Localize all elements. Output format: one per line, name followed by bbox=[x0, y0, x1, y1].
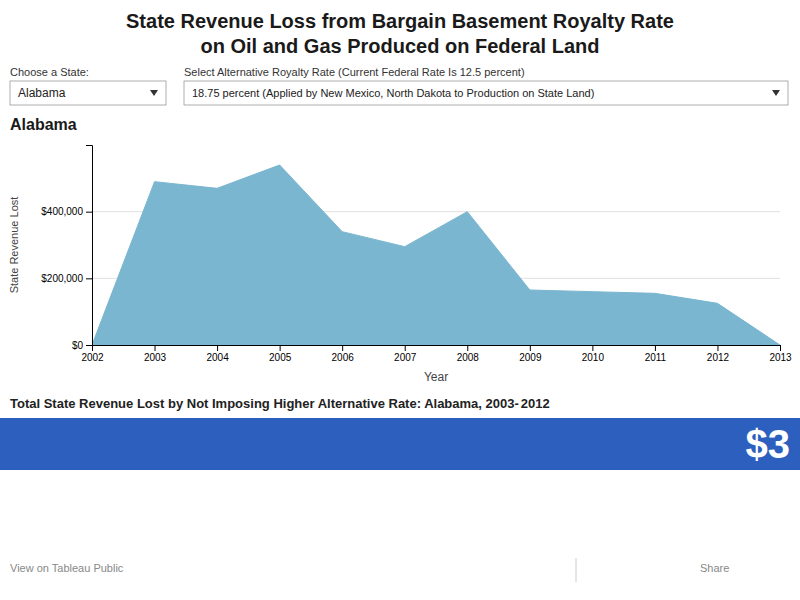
x-tick-mark bbox=[342, 345, 343, 351]
x-tick: 2012 bbox=[707, 345, 730, 363]
x-tick-mark bbox=[280, 345, 281, 351]
x-tick: 2010 bbox=[582, 345, 605, 363]
y-tick: $0 bbox=[72, 340, 92, 351]
x-tick-mark bbox=[405, 345, 406, 351]
area bbox=[92, 165, 780, 345]
dropdown-value: Alabama bbox=[18, 86, 66, 100]
y-tick: $400,000 bbox=[41, 206, 92, 217]
y-tick-label: $0 bbox=[72, 340, 84, 351]
x-axis-line bbox=[93, 346, 781, 352]
state-label: Alabama bbox=[10, 116, 77, 133]
x-tick: 2006 bbox=[332, 345, 355, 363]
y-tick-label: $200,000 bbox=[41, 273, 83, 284]
x-tick-label: 2005 bbox=[269, 352, 292, 363]
x-tick-label: 2013 bbox=[769, 352, 792, 363]
dropdown: 18.75 percent (Applied by New Mexico, No… bbox=[184, 81, 788, 105]
summary-text: 2012 bbox=[521, 396, 550, 411]
y-axis-title: State Revenue Lost bbox=[8, 197, 20, 294]
x-tick-mark bbox=[717, 345, 718, 351]
dropdown-arrow bbox=[772, 90, 780, 96]
x-tick-label: 2004 bbox=[206, 352, 229, 363]
plot-area bbox=[92, 165, 780, 345]
x-axis: 2002 2003 2004 2005 2006 2007 2008 2009 2010 2011… bbox=[81, 345, 792, 363]
dropdown-label: Select Alternative Royalty Rate (Current… bbox=[184, 66, 525, 78]
dropdown-label: Choose a State: bbox=[10, 66, 89, 78]
footer-share: Share bbox=[700, 562, 729, 574]
y-tick-mark bbox=[86, 212, 92, 213]
y-axis: $0 $200,000 $400,000 bbox=[41, 146, 92, 351]
summary-text: Total State Revenue Lost by Not Imposing… bbox=[10, 396, 519, 411]
x-tick-mark bbox=[530, 345, 531, 351]
dropdown-arrow bbox=[150, 90, 158, 96]
title: State Revenue Loss from Bargain Basement… bbox=[126, 10, 674, 57]
x-tick-mark bbox=[592, 345, 593, 351]
x-tick-label: 2012 bbox=[707, 352, 730, 363]
dropdown-value: 18.75 percent (Applied by New Mexico, No… bbox=[192, 87, 594, 99]
x-tick-label: 2003 bbox=[144, 352, 167, 363]
x-tick-mark bbox=[780, 345, 781, 351]
x-tick-label: 2006 bbox=[332, 352, 355, 363]
x-tick: 2008 bbox=[457, 345, 480, 363]
x-tick: 2007 bbox=[394, 345, 417, 363]
y-tick-mark bbox=[86, 278, 92, 279]
x-tick-label: 2010 bbox=[582, 352, 605, 363]
x-tick-mark bbox=[467, 345, 468, 351]
chart-root: State Revenue Loss from Bargain Basement… bbox=[0, 0, 800, 600]
x-tick: 2003 bbox=[144, 345, 167, 363]
x-tick: 2013 bbox=[769, 345, 792, 363]
y-tick-mark bbox=[86, 345, 92, 346]
x-tick: 2011 bbox=[645, 345, 667, 363]
footer-separator bbox=[576, 558, 577, 582]
x-tick-label: 2007 bbox=[394, 352, 417, 363]
x-axis-title: Year bbox=[424, 370, 448, 384]
total-value: $3 bbox=[746, 422, 791, 466]
x-tick-label: 2002 bbox=[81, 352, 104, 363]
dropdown-box bbox=[10, 81, 166, 105]
x-tick-mark bbox=[155, 345, 156, 351]
x-tick-mark bbox=[217, 345, 218, 351]
x-tick-label: 2011 bbox=[645, 352, 667, 363]
y-tick: $200,000 bbox=[41, 273, 92, 284]
x-tick: 2002 bbox=[81, 345, 104, 363]
y-tick-label: $400,000 bbox=[41, 206, 83, 217]
x-tick-mark bbox=[655, 345, 656, 351]
y-axis-line bbox=[86, 146, 93, 346]
x-tick: 2009 bbox=[519, 345, 542, 363]
footer-text: View on Tableau Public bbox=[10, 562, 124, 574]
x-tick-label: 2008 bbox=[457, 352, 480, 363]
x-tick-label: 2009 bbox=[519, 352, 542, 363]
x-tick: 2004 bbox=[206, 345, 229, 363]
x-tick: 2005 bbox=[269, 345, 292, 363]
total-bar bbox=[0, 418, 800, 470]
dropdown: Alabama bbox=[10, 81, 166, 105]
dropdown-box bbox=[184, 81, 788, 105]
